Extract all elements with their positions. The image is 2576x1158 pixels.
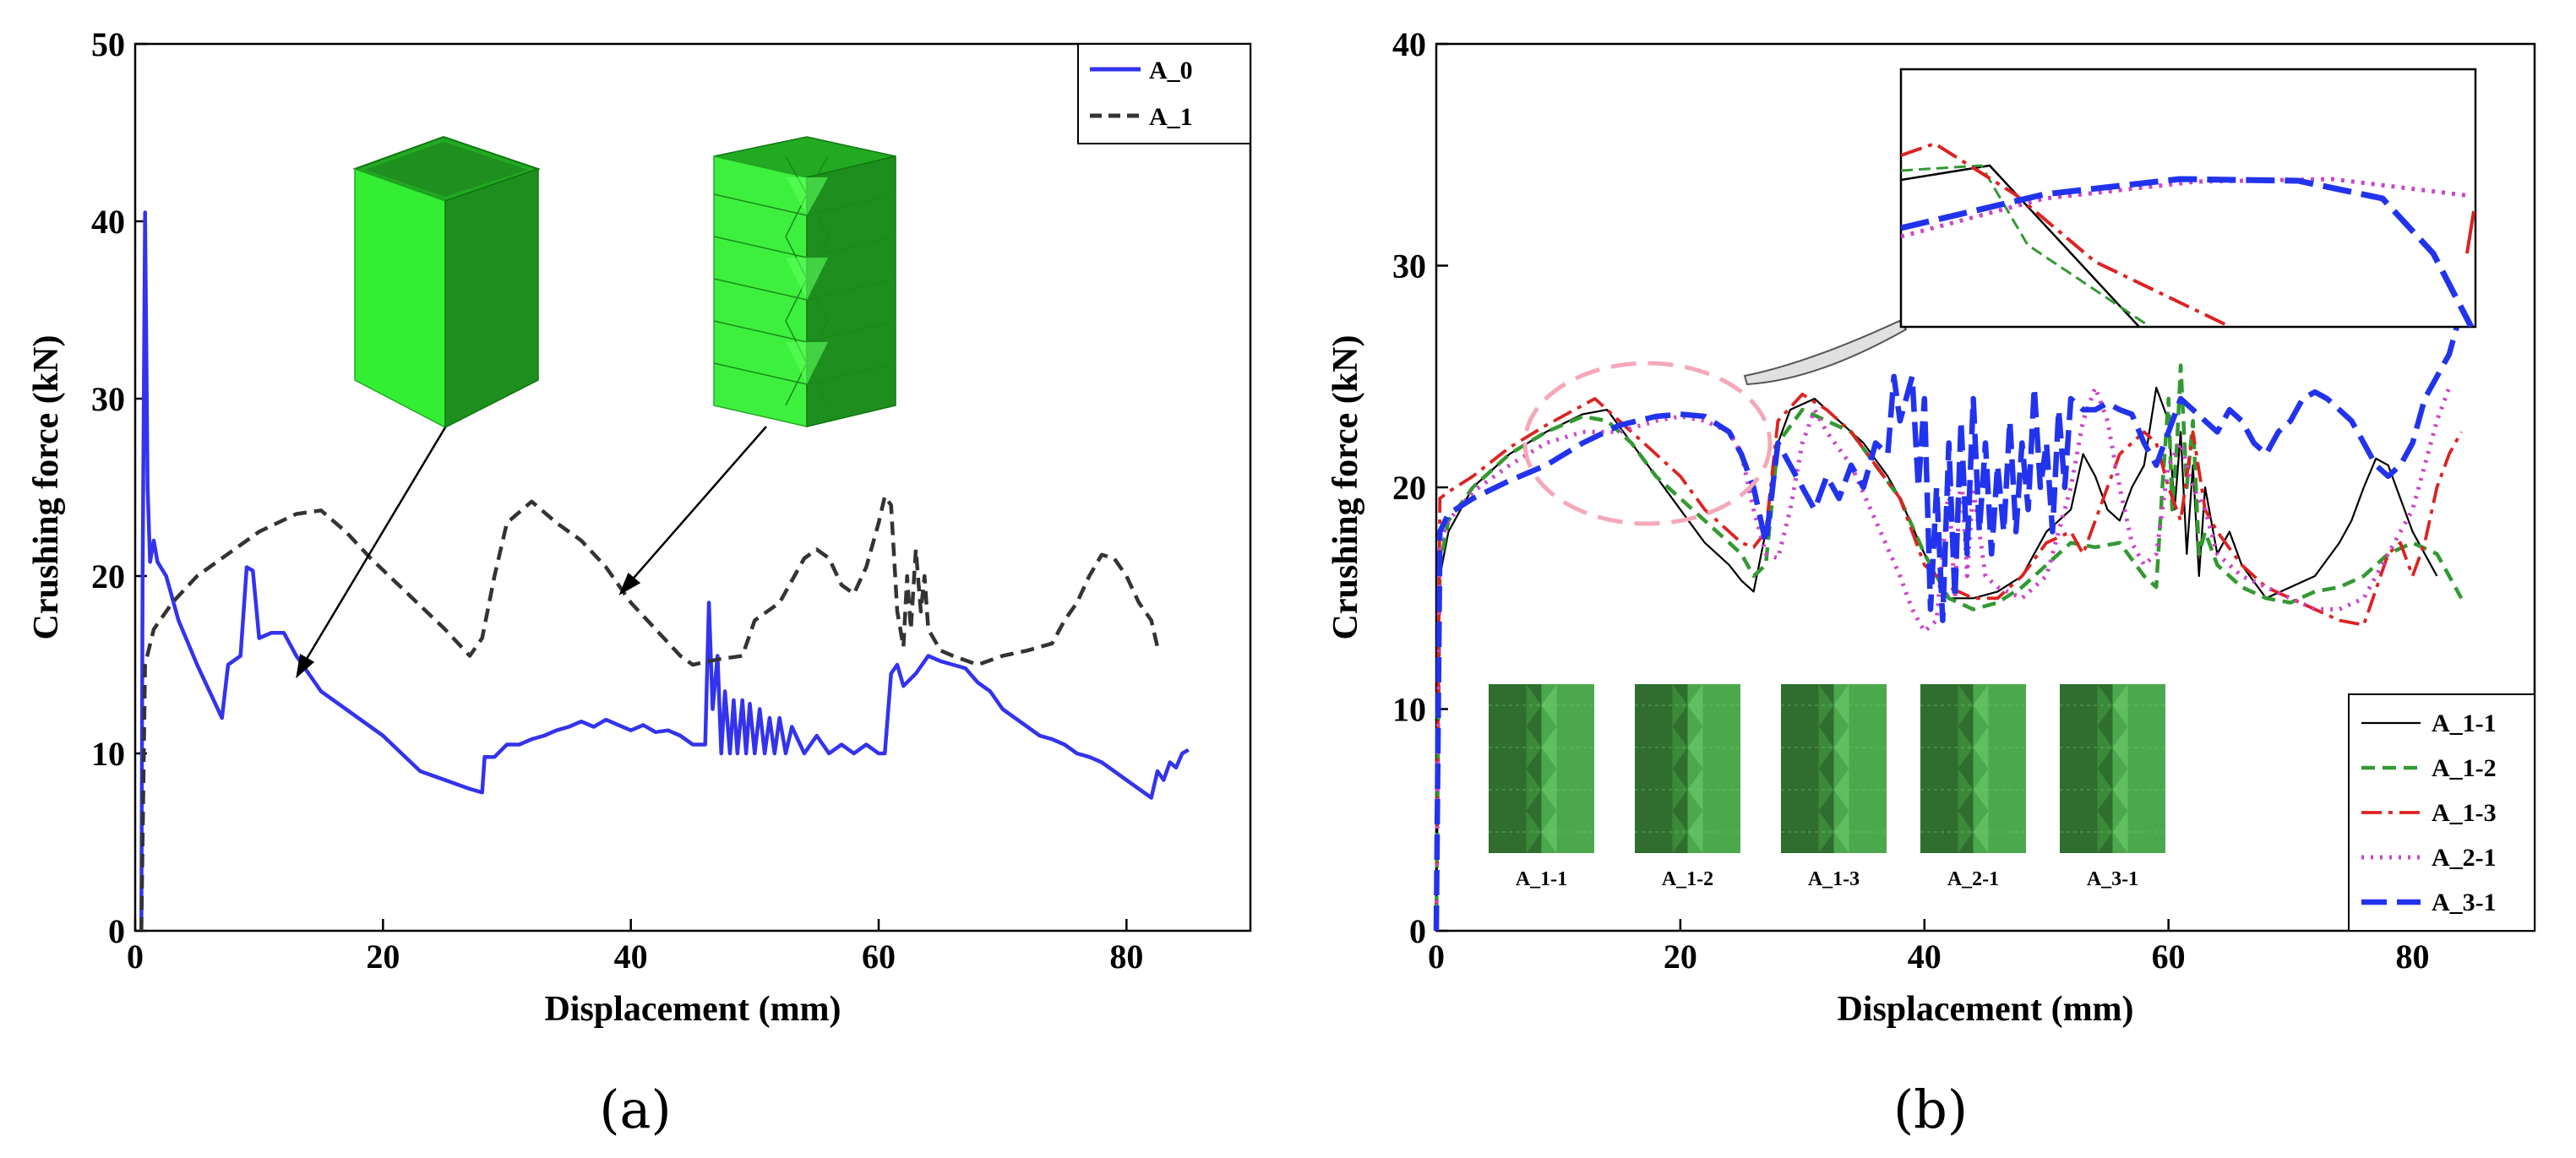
y-tick-label-a-20: 20	[91, 557, 125, 595]
y-tick-label-b-0: 0	[1409, 912, 1426, 950]
legend-label-A_3-1: A_3-1	[2432, 889, 2497, 916]
tube-schematic-A_2-1: A_2-1	[1920, 684, 2026, 890]
tube-label-A_1-3: A_1-3	[1808, 868, 1860, 890]
x-tick-label-b-60: 60	[2152, 938, 2186, 976]
caption-a: (a)	[599, 1079, 671, 1140]
y-tick-label-a-0: 0	[108, 912, 125, 950]
tube-schematics-b: A_1-1 A_1-2 A_1-3 A_2-1 A_3-1	[1489, 684, 2165, 890]
tube-schematic-A_1-2: A_1-2	[1635, 684, 1740, 890]
legend-label-A_1: A_1	[1149, 103, 1193, 131]
x-tick-label-a-0: 0	[127, 938, 144, 976]
tube-schematic-A_1-3: A_1-3	[1781, 684, 1887, 890]
y-tick-label-a-40: 40	[91, 203, 125, 241]
series-lines-b	[1433, 309, 2464, 932]
y-tick-label-a-50: 50	[91, 25, 125, 63]
legend-label-A_1-3: A_1-3	[2432, 799, 2497, 827]
highlight-ellipse	[1522, 361, 1773, 526]
tube-schematic-A_3-1: A_3-1	[2060, 684, 2165, 890]
y-axis-label-b: Crushing force (kN)	[1326, 335, 1365, 640]
origami-tube-schematic	[713, 136, 896, 427]
inset-connector	[1743, 319, 1908, 386]
series-line-A_2-1	[1434, 385, 2452, 932]
tube-label-A_3-1: A_3-1	[2087, 868, 2138, 890]
tube-label-A_2-1: A_2-1	[1947, 868, 1999, 890]
y-tick-label-b-10: 10	[1392, 691, 1426, 729]
x-axis-label-a: Displacement (mm)	[544, 990, 841, 1029]
x-tick-label-a-20: 20	[366, 938, 400, 976]
series-line-A_1-3	[1435, 392, 2463, 932]
x-tick-label-a-40: 40	[614, 938, 648, 976]
zoom-inset	[1899, 68, 2477, 329]
y-tick-label-a-30: 30	[91, 380, 125, 418]
plot-frame-a	[133, 42, 1252, 932]
x-tick-label-b-80: 80	[2396, 938, 2430, 976]
x-tick-label-b-20: 20	[1664, 938, 1697, 976]
legend-label-A_2-1: A_2-1	[2432, 844, 2497, 872]
x-tick-label-a-80: 80	[1109, 938, 1143, 976]
y-tick-label-b-30: 30	[1392, 247, 1426, 285]
legend-label-A_1-2: A_1-2	[2432, 754, 2497, 782]
y-axis-label-a: Crushing force (kN)	[27, 335, 66, 640]
annotation-arrows-a	[296, 426, 767, 679]
legend-label-A_0: A_0	[1149, 57, 1193, 84]
tube-label-A_1-1: A_1-1	[1516, 868, 1567, 890]
tube-label-A_1-2: A_1-2	[1662, 868, 1713, 890]
series-line-A_0	[139, 210, 1190, 932]
axis-ticks-a: 0 20 40 60 80 0 10 20 30 40 50	[91, 25, 1143, 976]
series-line-A_1-2	[1434, 363, 2464, 932]
series-line-A_3-1	[1433, 309, 2464, 932]
x-axis-label-b: Displacement (mm)	[1837, 990, 2133, 1029]
y-tick-label-b-20: 20	[1392, 469, 1426, 507]
caption-b: (b)	[1893, 1079, 1968, 1140]
x-tick-label-b-0: 0	[1428, 938, 1445, 976]
legend-label-A_1-1: A_1-1	[2432, 709, 2497, 737]
x-tick-label-b-40: 40	[1908, 938, 1942, 976]
axis-ticks-b: 0 20 40 60 80 0 10 20 30 40	[1392, 25, 2430, 976]
series-line-A_1	[139, 494, 1160, 932]
y-tick-label-a-10: 10	[91, 735, 125, 773]
legend-a: A_0 A_1	[1077, 43, 1251, 144]
panel-a: 0 20 40 60 80 0 10 20 30 40 50	[27, 25, 1252, 1140]
x-tick-label-a-60: 60	[862, 938, 896, 976]
series-lines-a	[139, 210, 1190, 932]
tube-schematic-A_1-1: A_1-1	[1489, 684, 1594, 890]
legend-b: A_1-1 A_1-2 A_1-3 A_2-1 A_3-1	[2348, 693, 2535, 932]
square-tube-schematic	[352, 135, 542, 429]
y-tick-label-b-40: 40	[1392, 25, 1426, 63]
series-line-A_1-1	[1435, 386, 2438, 932]
